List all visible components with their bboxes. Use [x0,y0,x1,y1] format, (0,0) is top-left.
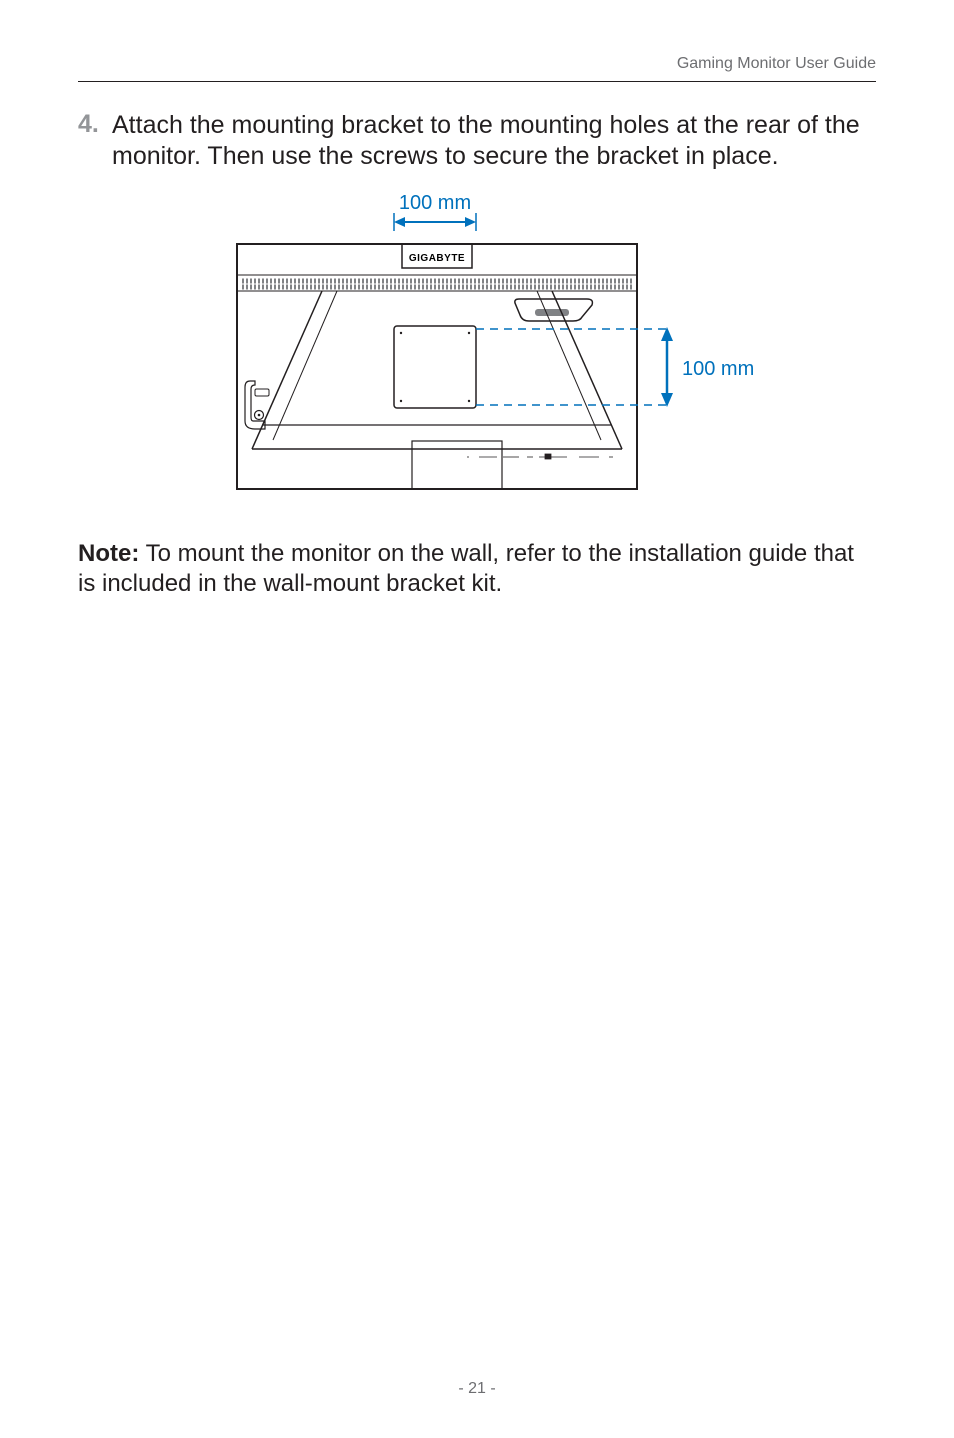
dim-v-text: 100 mm [682,358,754,380]
note-text: To mount the monitor on the wall, refer … [78,540,854,597]
note-block: Note: To mount the monitor on the wall, … [78,539,876,599]
step-text: Attach the mounting bracket to the mount… [112,110,876,173]
mounting-diagram: 100 mm GIGABYTE [187,191,767,511]
page-header: Gaming Monitor User Guide [78,55,876,82]
dim-h-text: 100 mm [399,192,471,214]
step-number: 4. [78,110,112,173]
brand-label: GIGABYTE [409,253,465,264]
header-title: Gaming Monitor User Guide [677,55,876,72]
page-footer: - 21 - [0,1380,954,1398]
page-number: - 21 - [458,1380,495,1397]
step-block: 4. Attach the mounting bracket to the mo… [78,110,876,173]
note-label: Note: [78,540,139,567]
diagram-container: 100 mm GIGABYTE [78,191,876,511]
